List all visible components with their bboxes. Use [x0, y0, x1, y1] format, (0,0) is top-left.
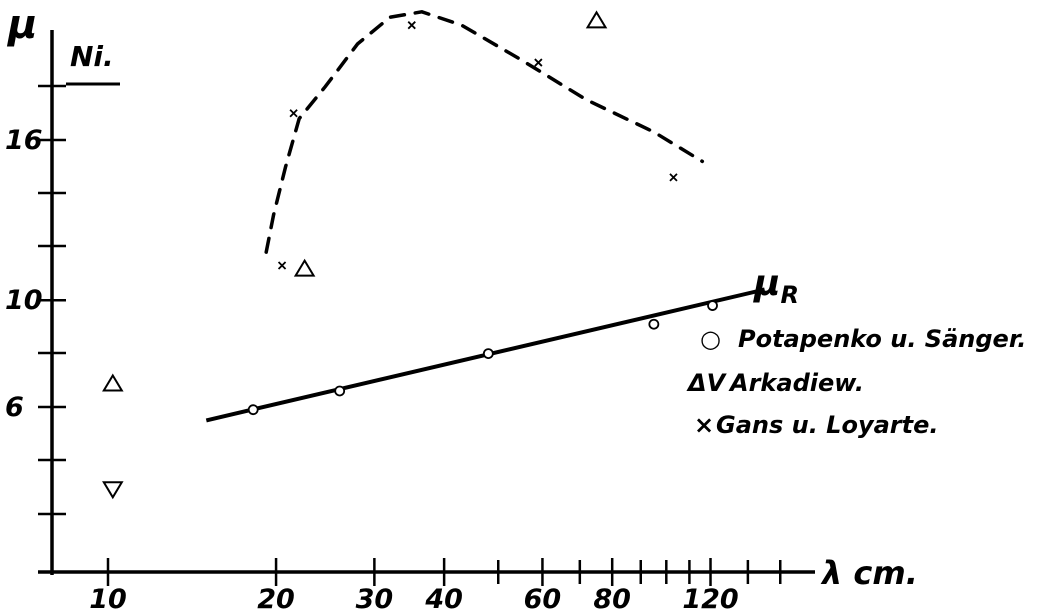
legend-label-gans: Gans u. Loyarte. — [716, 411, 939, 439]
legend-label-potapenko: Potapenko u. Sänger. — [738, 325, 1026, 353]
point-x — [534, 58, 543, 67]
point-circle — [247, 404, 259, 416]
y-minor-ticks — [38, 84, 66, 516]
legend-symbol-arkadiew: ΔV — [686, 369, 728, 397]
dashed-curve — [264, 10, 705, 254]
x-minor-ticks — [496, 560, 782, 584]
legend-label-arkadiew: Arkadiew. — [728, 369, 864, 397]
point-circle — [648, 318, 660, 330]
x-tick-label: 80 — [593, 584, 631, 610]
panel-label: Ni. — [70, 40, 114, 73]
legend-symbol-gans: × — [694, 411, 714, 439]
x-tick-label: 30 — [356, 584, 394, 610]
line-label-main: μ — [753, 263, 781, 304]
line-label-sub: R — [781, 281, 799, 309]
y-axis-label: μ — [6, 2, 37, 48]
point-circle — [334, 385, 346, 397]
data-points — [102, 10, 718, 500]
point-triangle — [585, 10, 608, 29]
legend-symbol-potapenko: ○ — [700, 325, 721, 353]
x-tick-label: 60 — [524, 584, 562, 610]
x-axis-label: λ cm. — [820, 554, 918, 592]
y-tick-label: 6 — [5, 392, 24, 423]
line-label-muR: μR — [753, 263, 799, 309]
point-triangle — [102, 373, 124, 392]
x-tick-label: 20 — [257, 584, 295, 610]
point-circle — [482, 348, 494, 360]
point-x — [669, 173, 678, 182]
point-x — [277, 261, 287, 270]
point-x — [289, 109, 298, 118]
y-tick-label: 16 — [5, 125, 43, 156]
y-ticks: 6 10 16 — [5, 125, 66, 423]
point-x — [407, 21, 416, 30]
curves — [205, 10, 766, 423]
y-tick-label: 10 — [5, 285, 43, 316]
x-tick-label: 10 — [89, 584, 127, 610]
x-tick-label: 40 — [424, 584, 463, 610]
point-triangle — [293, 258, 316, 277]
x-tick-label: 120 — [682, 584, 738, 610]
x-ticks: 10 20 30 40 60 80 120 — [89, 558, 739, 610]
point-triangle-down — [102, 481, 124, 500]
legend: ○ Potapenko u. Sänger. ΔV Arkadiew. × Ga… — [686, 325, 1026, 439]
point-circle — [707, 300, 718, 311]
